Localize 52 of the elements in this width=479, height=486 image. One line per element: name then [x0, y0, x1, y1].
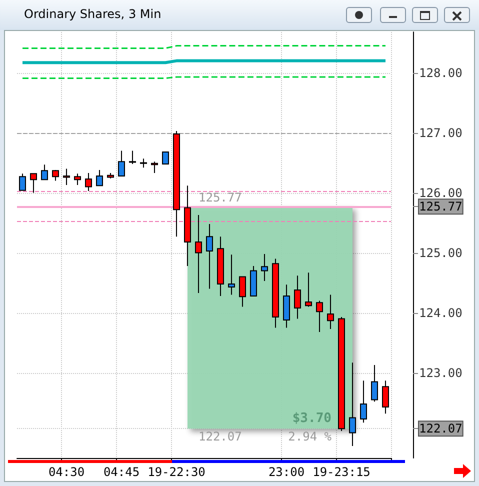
y-tick-label: 127.00 [419, 126, 462, 140]
candlestick [140, 158, 147, 168]
candlestick [19, 173, 26, 191]
candlestick [382, 380, 389, 414]
candlestick [272, 258, 279, 328]
y-tick-label: 125.00 [419, 246, 462, 260]
candlestick [283, 284, 290, 328]
candlestick [96, 170, 103, 186]
y-tick-label: 122.07 [419, 422, 462, 436]
candlestick [228, 254, 235, 296]
annotation: $3.70 [292, 411, 332, 426]
candlestick [107, 172, 114, 179]
candlestick [41, 164, 48, 180]
y-tick-label: 128.00 [419, 66, 462, 80]
candlestick [85, 172, 92, 192]
annotation: 2.94 % [288, 430, 332, 444]
candlestick [30, 173, 37, 194]
x-tick-label: 04:45 [103, 465, 140, 479]
candlestick [250, 266, 257, 296]
candlestick [173, 130, 180, 238]
candlestick [305, 272, 312, 308]
candlestick [129, 150, 136, 164]
y-tick-label: 124.00 [419, 306, 462, 320]
y-tick-label: 123.00 [419, 366, 462, 380]
candlestick [371, 364, 378, 402]
candlestick [327, 294, 334, 330]
candlestick [349, 362, 356, 446]
candlestick [217, 236, 224, 296]
candlestick [151, 161, 158, 174]
candlestick [316, 300, 323, 332]
candlestick [206, 224, 213, 290]
y-tick-label: 125.77 [419, 200, 462, 214]
x-tick-label: 19-23:15 [312, 465, 370, 479]
candlestick [195, 214, 202, 294]
candlestick [184, 185, 191, 266]
candlestick [261, 254, 268, 282]
candlestick [294, 275, 301, 320]
candlestick [74, 173, 81, 186]
x-tick-label: 19-22:30 [148, 465, 206, 479]
chart-title: Ordinary Shares, 3 Min [24, 7, 162, 21]
candlestick [162, 152, 169, 164]
candlestick [52, 170, 59, 182]
x-tick-label: 23:00 [268, 465, 305, 479]
candlestick [118, 150, 125, 176]
annotation: 125.77 [198, 190, 242, 205]
annotation: 122.07 [198, 430, 242, 444]
candlestick [360, 380, 367, 424]
candlestick [338, 316, 345, 432]
x-tick-label: 04:30 [48, 465, 85, 479]
candlestick [63, 168, 70, 186]
candlestick [239, 276, 246, 308]
y-tick-label: 126.00 [419, 186, 462, 200]
